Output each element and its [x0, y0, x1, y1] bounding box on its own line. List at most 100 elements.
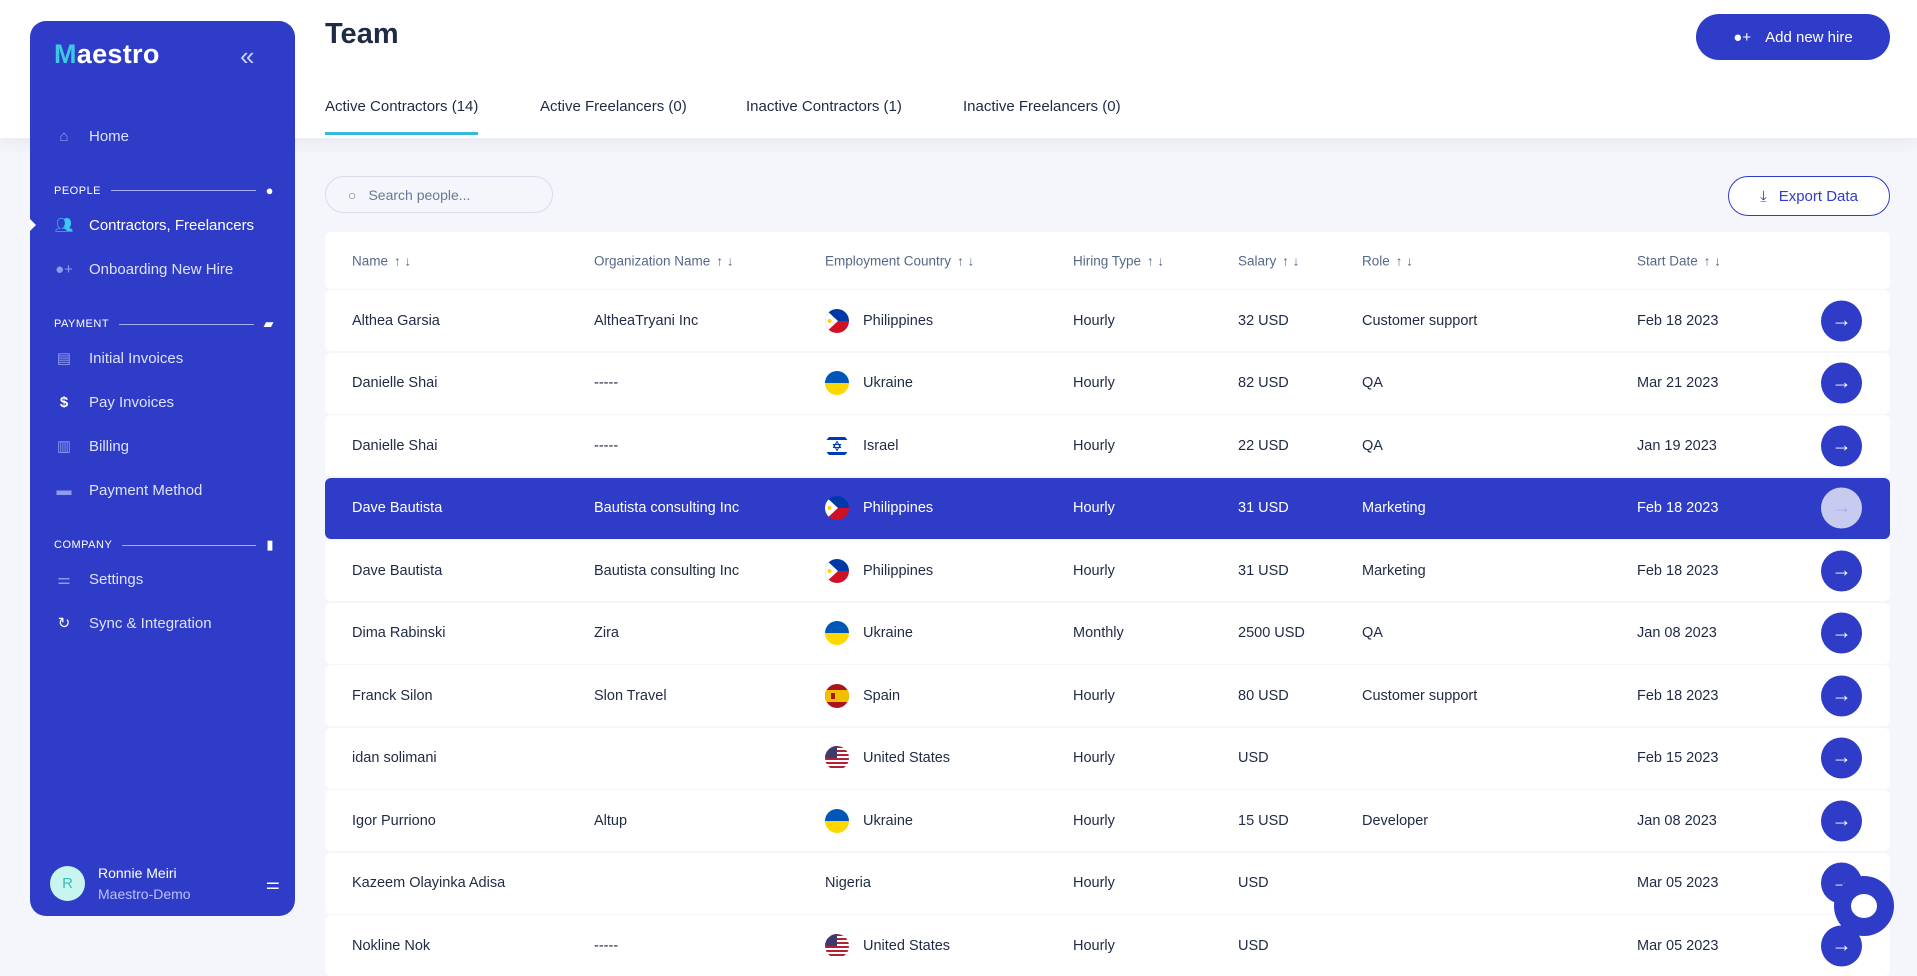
sidebar-item-onboarding[interactable]: ●+ Onboarding New Hire	[30, 251, 295, 287]
logo[interactable]: Maestro	[54, 39, 160, 70]
open-row-button[interactable]: →	[1821, 675, 1862, 716]
country-text: Israel	[863, 437, 899, 454]
dollar-icon: $	[59, 393, 69, 411]
column-label: Salary	[1238, 253, 1277, 268]
country-text: United States	[863, 750, 951, 766]
credit-card-icon: ▬	[56, 481, 72, 499]
table-row[interactable]: Danielle Shai ----- Israel Hourly 22 USD QA Ja…	[325, 415, 1890, 476]
name-text: Kazeem Olayinka Adisa	[352, 875, 506, 891]
tab-active-freelancers[interactable]: Active Freelancers (0)	[540, 98, 687, 115]
table-row[interactable]: Nokline Nok ----- United States Hourly USD Ma…	[325, 915, 1890, 976]
cell-name: Danielle Shai	[352, 438, 437, 454]
table-row[interactable]: Dave Bautista Bautista consulting Inc Phil…	[325, 540, 1890, 601]
cell-salary: 82 USD	[1238, 375, 1289, 391]
start-text: Mar 05 2023	[1637, 875, 1719, 891]
flag-es-icon	[825, 683, 849, 708]
search-input[interactable]	[368, 186, 529, 203]
column-header[interactable]: Hiring Type ↑↓	[1073, 253, 1168, 268]
flag-ph-icon	[825, 308, 849, 333]
cell-type: Hourly	[1073, 750, 1115, 766]
cell-start: Jan 08 2023	[1637, 625, 1717, 641]
tab-inactive-contractors[interactable]: Inactive Contractors (1)	[746, 98, 902, 115]
sidebar-item-payment-method[interactable]: ▬ Payment Method	[30, 472, 295, 508]
sidebar-item-sync[interactable]: ↻ Sync & Integration	[30, 605, 295, 641]
table-row[interactable]: Althea Garsia AltheaTryani Inc Philippines…	[325, 290, 1890, 351]
role-text: QA	[1362, 437, 1383, 454]
column-header[interactable]: Organization Name ↑↓	[594, 253, 737, 268]
cell-country: United States	[825, 933, 950, 958]
table-row[interactable]: Kazeem Olayinka Adisa Nigeria Hourly USD Mar…	[325, 852, 1890, 914]
sort-arrows-icon[interactable]: ↑↓	[1147, 253, 1169, 268]
user-settings-icon[interactable]: ⚌	[265, 875, 280, 893]
cell-country: Israel	[825, 433, 899, 458]
start-text: Jan 19 2023	[1637, 437, 1717, 454]
table-row[interactable]: Danielle Shai ----- Ukraine Hourly 82 USD QA M…	[325, 352, 1890, 414]
flag-il-icon	[825, 433, 849, 458]
open-row-button[interactable]: →	[1821, 550, 1862, 591]
sidebar-item-contractors[interactable]: 👥︎ Contractors, Freelancers	[29, 207, 295, 243]
column-header[interactable]: Role ↑↓	[1362, 253, 1417, 268]
sidebar-item-billing[interactable]: ▥ Billing	[30, 428, 295, 464]
cell-role: Customer support	[1362, 688, 1477, 704]
table-row[interactable]: Franck Silon Slon Travel Spain Hourly 80 USD…	[325, 665, 1890, 726]
column-header[interactable]: Employment Country ↑↓	[825, 253, 978, 268]
start-text: Mar 05 2023	[1637, 937, 1719, 954]
sort-arrows-icon[interactable]: ↑↓	[394, 253, 416, 268]
cell-role: Marketing	[1362, 563, 1426, 579]
sidebar-item-label: Contractors, Freelancers	[89, 216, 255, 234]
tab-active-contractors[interactable]: Active Contractors (14)	[325, 98, 479, 138]
sidebar-item-pay-invoices[interactable]: $ Pay Invoices	[30, 384, 295, 420]
download-icon: ⤓	[1760, 187, 1767, 205]
table-row[interactable]: idan solimani United States Hourly USD Feb 1…	[325, 727, 1890, 789]
table-row[interactable]: Dave Bautista Bautista consulting Inc Phil…	[325, 477, 1890, 539]
arrow-right-icon: →	[1831, 746, 1852, 769]
open-row-button[interactable]: →	[1821, 487, 1862, 529]
table-row[interactable]: Dima Rabinski Zira Ukraine Monthly 2500 USD Q…	[325, 602, 1890, 664]
open-row-button[interactable]: →	[1821, 612, 1862, 654]
cell-salary: 31 USD	[1238, 500, 1289, 516]
tab-inactive-freelancers[interactable]: Inactive Freelancers (0)	[963, 98, 1121, 115]
sidebar-item-home[interactable]: ⌂ Home	[30, 118, 295, 154]
start-text: Feb 18 2023	[1637, 562, 1719, 579]
open-row-button[interactable]: →	[1821, 362, 1862, 404]
add-new-hire-button[interactable]: ●+ Add new hire	[1696, 14, 1890, 60]
open-row-button[interactable]: →	[1821, 800, 1862, 841]
cell-start: Mar 05 2023	[1637, 875, 1718, 891]
sort-arrows-icon[interactable]: ↑↓	[716, 253, 738, 268]
salary-text: 15 USD	[1238, 812, 1289, 829]
column-header[interactable]: Start Date ↑↓	[1637, 253, 1725, 268]
open-row-button[interactable]: →	[1821, 300, 1862, 341]
user-profile[interactable]: R Ronnie Meiri Maestro-Demo ⚌	[50, 865, 280, 902]
chat-widget-button[interactable]	[1834, 876, 1894, 936]
cell-salary: USD	[1238, 938, 1269, 954]
sort-arrows-icon[interactable]: ↑↓	[957, 253, 979, 268]
salary-text: 2500 USD	[1238, 625, 1305, 641]
user-name: Ronnie Meiri	[98, 865, 177, 881]
open-row-button[interactable]: →	[1821, 425, 1862, 466]
search-box[interactable]: ○	[325, 176, 553, 213]
export-data-button[interactable]: ⤓ Export Data	[1728, 176, 1890, 216]
document-icon: ▤	[56, 350, 72, 367]
collapse-sidebar-icon[interactable]: «	[240, 41, 255, 71]
type-text: Hourly	[1073, 812, 1115, 829]
sort-arrows-icon[interactable]: ↑↓	[1703, 253, 1725, 268]
sort-arrows-icon[interactable]: ↑↓	[1395, 253, 1417, 268]
country-text: Ukraine	[863, 375, 913, 391]
role-text: Marketing	[1362, 562, 1426, 579]
column-header[interactable]: Salary ↑↓	[1238, 253, 1303, 268]
org-text: Altup	[594, 812, 628, 829]
column-header[interactable]: Name ↑↓	[352, 253, 415, 268]
open-row-button[interactable]: →	[1821, 737, 1862, 779]
page-title: Team	[325, 18, 399, 50]
cell-start: Mar 21 2023	[1637, 375, 1718, 391]
name-text: Dima Rabinski	[352, 625, 446, 641]
sort-arrows-icon[interactable]: ↑↓	[1282, 253, 1304, 268]
cell-type: Hourly	[1073, 500, 1115, 516]
salary-text: 31 USD	[1238, 500, 1289, 516]
sidebar-item-initial-invoices[interactable]: ▤ Initial Invoices	[30, 340, 295, 376]
start-text: Mar 21 2023	[1637, 375, 1719, 391]
cell-country: United States	[825, 746, 950, 770]
sidebar-item-settings[interactable]: ⚌ Settings	[30, 561, 295, 597]
table-row[interactable]: Igor Purriono Altup Ukraine Hourly 15 USD Dev…	[325, 790, 1890, 851]
cell-country: Ukraine	[825, 808, 913, 833]
